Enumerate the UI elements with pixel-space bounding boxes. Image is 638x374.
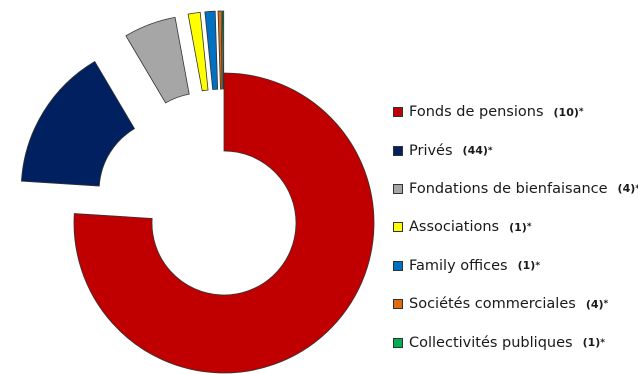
legend-count: (1)	[517, 259, 536, 273]
legend-count: (10)	[553, 105, 579, 119]
legend: Fonds de pensions (10) * Privés (44) * F…	[393, 93, 638, 362]
legend-swatch	[393, 222, 403, 233]
legend-item-collectivites-publiques: Collectivités publiques (1) *	[393, 323, 638, 361]
legend-swatch	[393, 107, 403, 118]
legend-item-societes-commerciales: Sociétés commerciales (4) *	[393, 285, 638, 323]
legend-count: (44)	[462, 144, 488, 158]
donut-slice-6	[221, 10, 225, 90]
legend-item-associations: Associations (1) *	[393, 208, 638, 246]
legend-item-fondations-de-bienfaisance: Fondations de bienfaisance (4) *	[393, 170, 638, 208]
legend-label: Fondations de bienfaisance	[409, 180, 608, 197]
legend-label: Family offices	[409, 257, 508, 274]
legend-label: Fonds de pensions	[409, 104, 544, 121]
legend-count: (4)	[585, 297, 604, 311]
donut-slice-4	[204, 10, 219, 90]
legend-item-family-offices: Family offices (1) *	[393, 247, 638, 285]
donut-slice-3	[187, 11, 209, 92]
legend-count: (1)	[509, 220, 527, 234]
legend-swatch	[393, 183, 403, 194]
donut-slice-5	[217, 10, 223, 90]
legend-swatch	[393, 299, 403, 310]
donut-slice-2	[125, 16, 190, 104]
legend-item-fonds-de-pensions: Fonds de pensions (10) *	[393, 93, 638, 131]
legend-swatch	[393, 337, 403, 348]
legend-label: Collectivités publiques	[409, 334, 573, 351]
donut-slice-1	[21, 60, 136, 187]
legend-label: Privés	[409, 142, 453, 159]
donut-slice-0	[73, 72, 375, 374]
legend-label: Sociétés commerciales	[409, 296, 576, 313]
legend-swatch	[393, 260, 403, 271]
legend-item-prives: Privés (44) *	[393, 131, 638, 169]
legend-label: Associations	[409, 219, 500, 236]
legend-count: (1)	[582, 336, 601, 350]
legend-swatch	[393, 145, 403, 156]
legend-count: (4)	[617, 182, 636, 196]
